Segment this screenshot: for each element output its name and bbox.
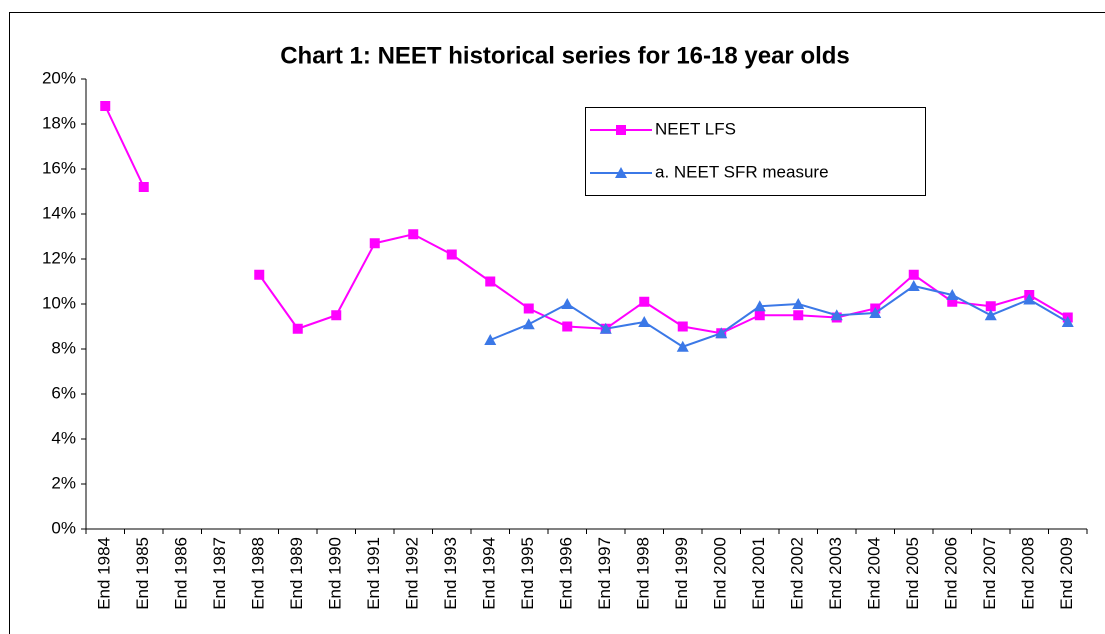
- x-tick-label: End 1993: [441, 537, 460, 610]
- x-tick-label: End 2006: [942, 537, 961, 610]
- x-tick-label: End 1991: [364, 537, 383, 610]
- data-point: [138, 182, 149, 192]
- data-point: [792, 298, 805, 309]
- data-point: [523, 303, 534, 314]
- chart-border: [9, 12, 1105, 634]
- x-tick-label: End 1988: [249, 537, 268, 610]
- y-tick-label: 14%: [42, 203, 76, 222]
- data-point: [485, 276, 496, 287]
- x-tick-label: End 1999: [672, 537, 691, 610]
- data-point: [907, 280, 920, 291]
- x-tick-label: End 2008: [1019, 537, 1038, 610]
- y-tick-label: 0%: [51, 518, 76, 537]
- x-tick-label: End 1994: [480, 537, 499, 610]
- legend-label: a. NEET SFR measure: [655, 162, 829, 181]
- y-tick-label: 18%: [42, 113, 76, 132]
- data-point: [754, 310, 765, 321]
- data-point: [947, 296, 958, 307]
- series-line: [104, 105, 1069, 335]
- x-tick-label: End 2003: [826, 537, 845, 610]
- data-point: [676, 340, 689, 352]
- data-point: [331, 310, 342, 321]
- legend-marker: [615, 167, 627, 178]
- y-tick-label: 12%: [42, 248, 76, 267]
- data-point: [985, 301, 996, 312]
- data-point: [638, 316, 651, 327]
- x-tick-label: End 1984: [95, 537, 114, 610]
- data-point: [946, 289, 959, 300]
- x-tick-label: End 2001: [749, 537, 768, 610]
- data-point: [446, 249, 457, 260]
- x-tick-label: End 1985: [133, 537, 152, 610]
- chart-title: Chart 1: NEET historical series for 16-1…: [280, 42, 850, 69]
- data-point: [908, 269, 919, 280]
- legend-label: NEET LFS: [655, 119, 736, 138]
- x-tick-label: End 2000: [711, 537, 730, 610]
- data-point: [254, 269, 265, 280]
- x-tick-label: End 1992: [403, 537, 422, 610]
- y-tick-label: 10%: [42, 293, 76, 312]
- x-tick-label: End 1990: [326, 537, 345, 610]
- data-point: [639, 296, 650, 307]
- y-tick-label: 6%: [51, 383, 76, 402]
- data-point: [100, 101, 111, 111]
- data-point: [1023, 293, 1036, 305]
- x-tick-label: End 2007: [980, 537, 999, 610]
- data-point: [715, 327, 728, 339]
- data-point: [562, 321, 573, 332]
- y-tick-label: 8%: [51, 338, 76, 357]
- y-tick-label: 2%: [51, 473, 76, 492]
- data-point: [984, 309, 997, 321]
- x-tick-label: End 1989: [287, 537, 306, 610]
- data-point: [753, 300, 766, 312]
- y-tick-label: 4%: [51, 428, 76, 447]
- data-point: [599, 322, 612, 334]
- x-tick-label: End 1986: [172, 537, 191, 610]
- data-point: [793, 310, 804, 321]
- legend-marker: [616, 125, 626, 135]
- data-point: [830, 309, 843, 321]
- data-point: [369, 238, 380, 249]
- data-point: [522, 318, 535, 330]
- data-point: [484, 334, 497, 345]
- y-tick-label: 20%: [42, 68, 76, 87]
- x-tick-label: End 2004: [865, 537, 884, 610]
- series-line: [489, 284, 1069, 348]
- data-point: [677, 321, 688, 332]
- data-point: [292, 323, 303, 334]
- data-point: [1061, 316, 1074, 327]
- data-point: [408, 229, 419, 240]
- x-tick-label: End 2005: [903, 537, 922, 610]
- x-tick-label: End 1995: [518, 537, 537, 610]
- x-tick-label: End 2009: [1057, 537, 1076, 610]
- x-tick-label: End 1997: [595, 537, 614, 610]
- x-tick-label: End 1987: [210, 537, 229, 610]
- y-tick-label: 16%: [42, 158, 76, 177]
- x-tick-label: End 1998: [634, 537, 653, 610]
- data-point: [561, 298, 574, 309]
- x-tick-label: End 2002: [788, 537, 807, 610]
- x-tick-label: End 1996: [557, 537, 576, 610]
- data-point: [869, 307, 882, 318]
- legend-box: [585, 107, 926, 196]
